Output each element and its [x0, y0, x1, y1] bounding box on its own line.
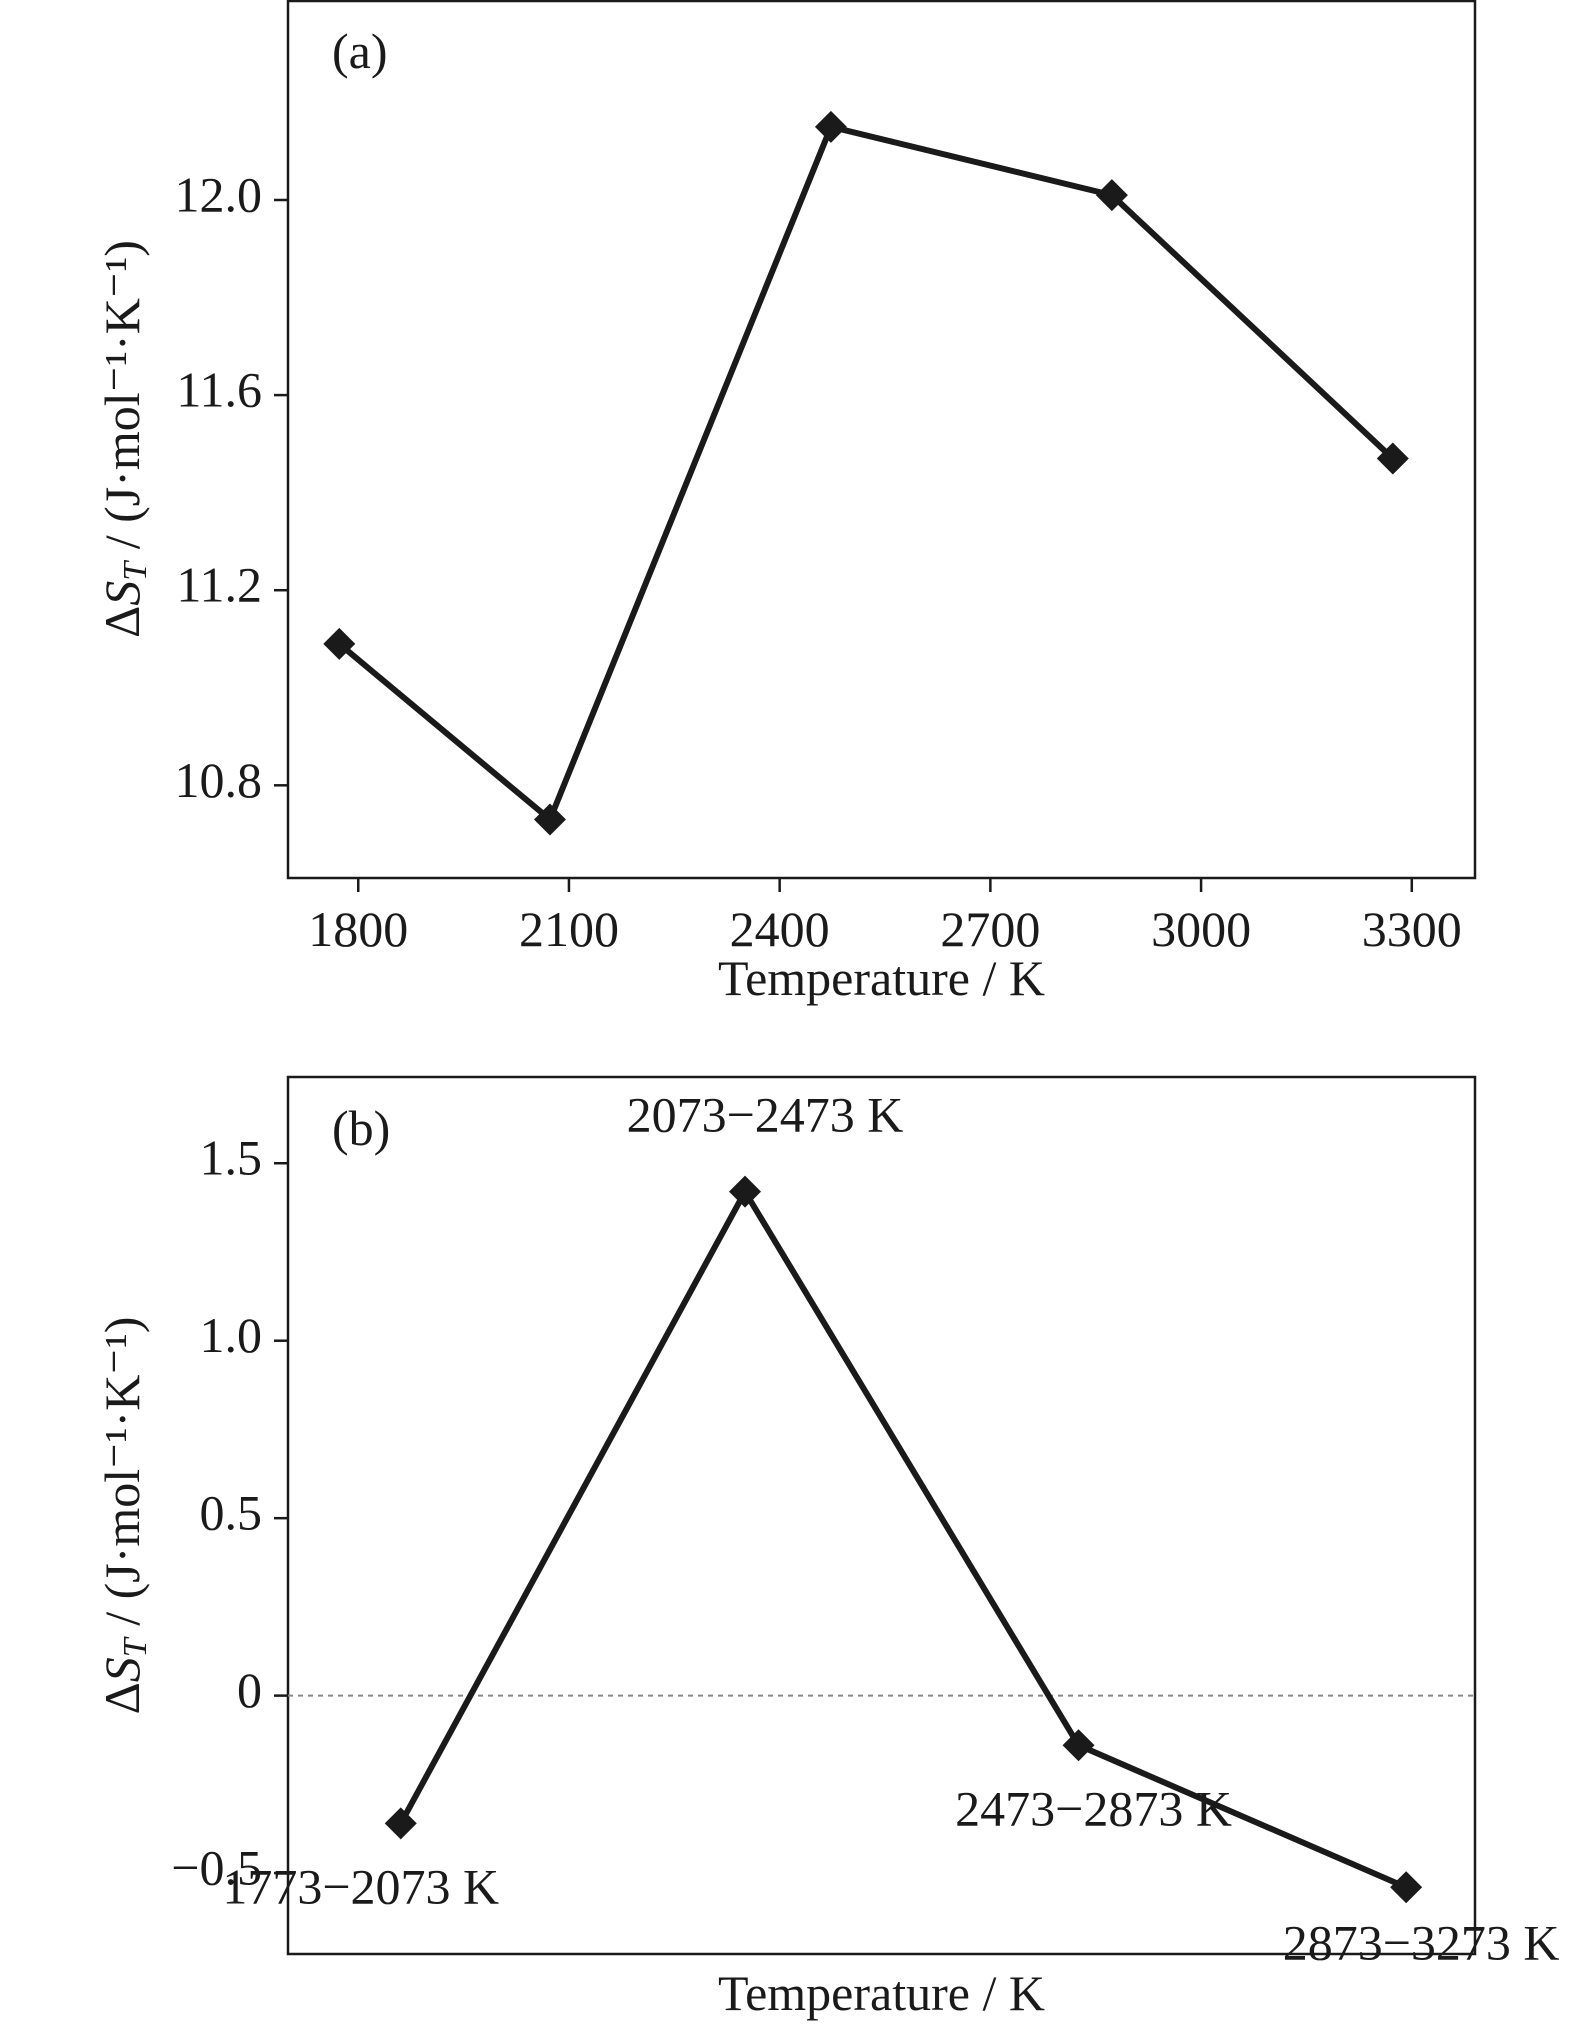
data-point-marker: [533, 803, 566, 836]
panel-a: 1800 2100 2400 2700 3000 3300 10.8 11.2 11.6 12.0…: [94, 0, 1477, 1006]
data-point-marker: [1376, 442, 1409, 475]
data-point-label: 1773−2073 K: [222, 1858, 499, 1914]
y-tick-label: 11.6: [176, 362, 262, 418]
x-axis-label: Temperature / K: [718, 950, 1045, 1006]
y-tick-label: −0.5: [171, 1840, 262, 1896]
x-tick-label: 2400: [730, 901, 830, 957]
data-point-marker: [728, 1175, 761, 1208]
x-tick-label: 2700: [940, 901, 1040, 957]
data-point-marker: [323, 627, 356, 660]
series-line: [398, 1188, 1408, 1891]
data-point-marker: [1390, 1871, 1423, 1904]
x-tick-label: 3300: [1362, 901, 1462, 957]
x-tick-label: 1800: [308, 901, 408, 957]
y-tick-label: 1.5: [200, 1130, 263, 1186]
y-tick-label: 10.8: [175, 752, 263, 808]
y-tick-label: 11.2: [176, 557, 262, 613]
data-point-label: 2473−2873 K: [955, 1780, 1232, 1836]
data-point-marker: [1095, 179, 1128, 212]
y-axis-label: ΔST / (J·mol⁻¹·K⁻¹): [94, 240, 153, 638]
x-tick-label: 3000: [1151, 901, 1251, 957]
data-point-label: 2073−2473 K: [627, 1087, 904, 1143]
plot-frame: [286, 1075, 1477, 1956]
y-tick-label: 0.5: [200, 1485, 263, 1541]
series-line: [337, 123, 1395, 823]
data-point-marker: [1062, 1729, 1095, 1762]
y-axis-label: ΔST / (J·mol⁻¹·K⁻¹): [94, 1317, 153, 1715]
data-point-marker: [384, 1807, 417, 1840]
y-tick-label: 1.0: [200, 1307, 263, 1363]
y-tick-label: 12.0: [175, 166, 263, 222]
panel-label: (a): [332, 23, 388, 79]
data-point-marker: [814, 110, 847, 143]
x-tick-label: 2100: [519, 901, 619, 957]
plot-frame: [286, 0, 1477, 880]
panel-b: −0.5 0 0.5 1.0 1.5 1773−2073 K 2073−2473 K 2473…: [94, 1075, 1560, 2021]
x-axis-label: Temperature / K: [718, 1965, 1045, 2021]
panel-label: (b): [332, 1100, 390, 1156]
data-point-label: 2873−3273 K: [1283, 1914, 1560, 1970]
y-tick-label: 0: [237, 1662, 262, 1718]
